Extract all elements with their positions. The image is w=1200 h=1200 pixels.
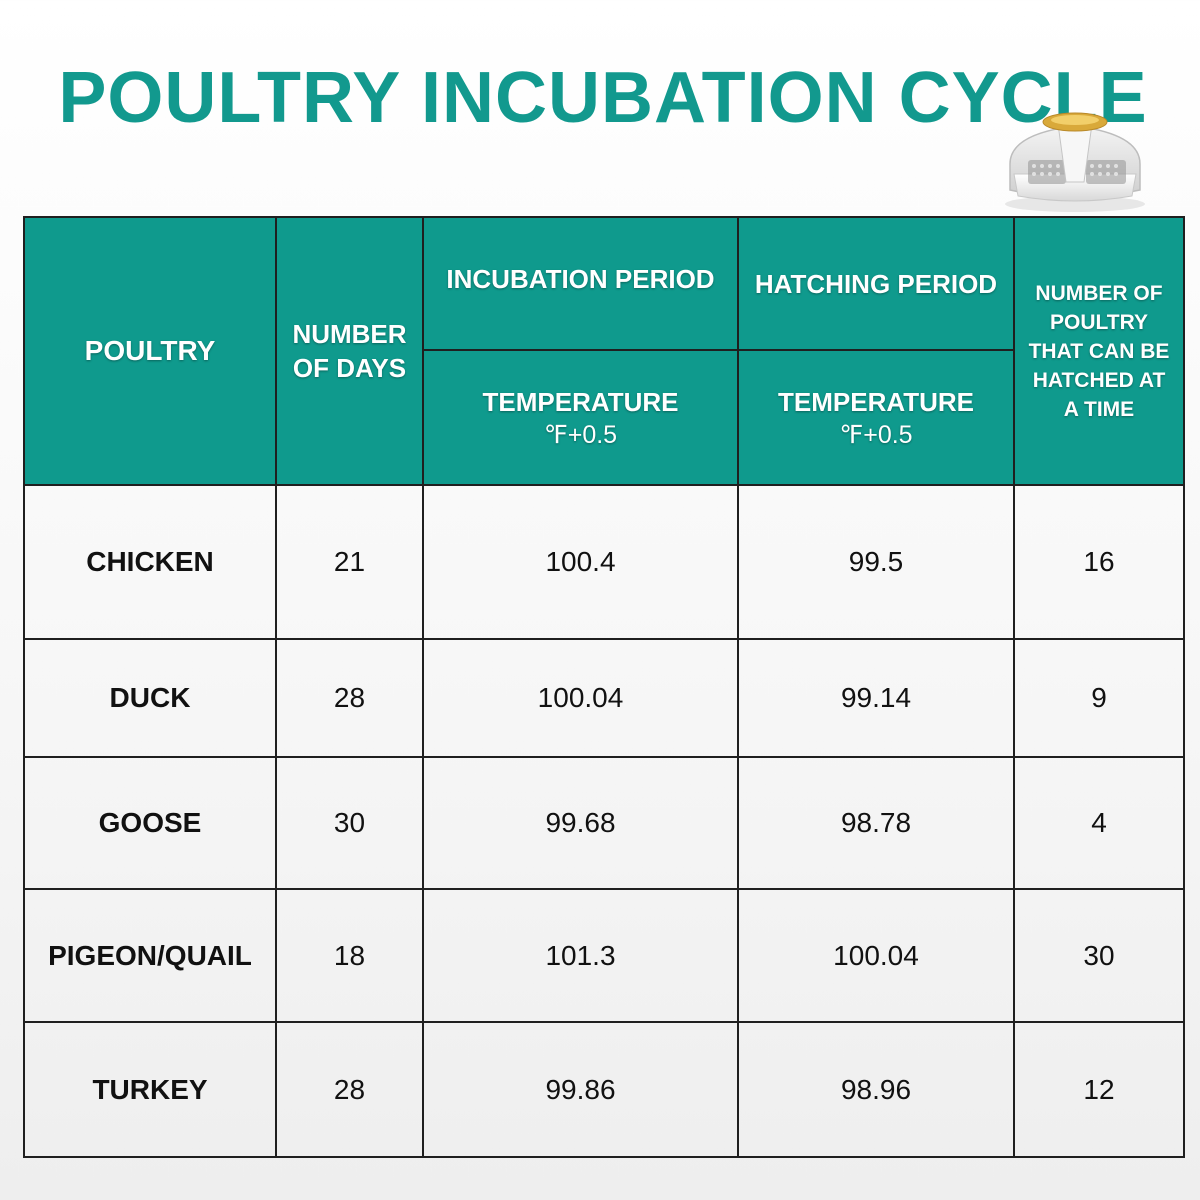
cell-hatching-temp: 98.96 bbox=[737, 1021, 1015, 1158]
cell-count: 4 bbox=[1013, 756, 1185, 890]
header-poultry: POULTRY bbox=[23, 216, 277, 486]
cell-days: 28 bbox=[275, 638, 424, 758]
cell-poultry: CHICKEN bbox=[23, 484, 277, 640]
cell-incubation-temp: 99.86 bbox=[422, 1021, 739, 1158]
header-incubation-temperature: TEMPERATURE ℉+0.5 bbox=[422, 349, 739, 486]
cell-poultry: TURKEY bbox=[23, 1021, 277, 1158]
cell-days: 21 bbox=[275, 484, 424, 640]
cell-hatching-temp: 99.5 bbox=[737, 484, 1015, 640]
incubation-temperature-label: TEMPERATURE bbox=[482, 386, 679, 417]
header-incubation-period: INCUBATION PERIOD bbox=[422, 216, 739, 351]
cell-days: 28 bbox=[275, 1021, 424, 1158]
cell-poultry: DUCK bbox=[23, 638, 277, 758]
cell-poultry: PIGEON/QUAIL bbox=[23, 888, 277, 1023]
hatching-temperature-label: TEMPERATURE bbox=[778, 386, 974, 417]
cell-count: 16 bbox=[1013, 484, 1185, 640]
cell-hatching-temp: 99.14 bbox=[737, 638, 1015, 758]
cell-hatching-temp: 98.78 bbox=[737, 756, 1015, 890]
cell-incubation-temp: 101.3 bbox=[422, 888, 739, 1023]
table-row: PIGEON/QUAIL 18 101.3 100.04 30 bbox=[23, 888, 1185, 1023]
header-hatching-temperature: TEMPERATURE ℉+0.5 bbox=[737, 349, 1015, 486]
cell-count: 9 bbox=[1013, 638, 1185, 758]
header-number-of-days: NUMBER OF DAYS bbox=[275, 216, 424, 486]
cell-count: 30 bbox=[1013, 888, 1185, 1023]
table-row: DUCK 28 100.04 99.14 9 bbox=[23, 638, 1185, 758]
cell-poultry: GOOSE bbox=[23, 756, 277, 890]
hatching-temperature-unit: ℉+0.5 bbox=[839, 420, 913, 449]
cell-days: 18 bbox=[275, 888, 424, 1023]
egg-incubator-icon bbox=[1005, 112, 1145, 212]
cell-incubation-temp: 100.04 bbox=[422, 638, 739, 758]
cell-incubation-temp: 99.68 bbox=[422, 756, 739, 890]
cell-hatching-temp: 100.04 bbox=[737, 888, 1015, 1023]
cell-count: 12 bbox=[1013, 1021, 1185, 1158]
header-number-of-days-label: NUMBER OF DAYS bbox=[292, 319, 407, 383]
incubation-table: POULTRY NUMBER OF DAYS INCUBATION PERIOD… bbox=[23, 216, 1185, 1158]
header-hatching-period: HATCHING PERIOD bbox=[737, 216, 1015, 351]
header-number-hatched-label: NUMBER OF POULTRY THAT CAN BE HATCHED AT… bbox=[1028, 281, 1170, 421]
cell-incubation-temp: 100.4 bbox=[422, 484, 739, 640]
page-title: POULTRY INCUBATION CYCLE bbox=[58, 58, 1148, 138]
header-number-hatched: NUMBER OF POULTRY THAT CAN BE HATCHED AT… bbox=[1013, 216, 1185, 486]
table-row: GOOSE 30 99.68 98.78 4 bbox=[23, 756, 1185, 890]
table-row: CHICKEN 21 100.4 99.5 16 bbox=[23, 484, 1185, 640]
cell-days: 30 bbox=[275, 756, 424, 890]
table-row: TURKEY 28 99.86 98.96 12 bbox=[23, 1021, 1185, 1158]
incubation-temperature-unit: ℉+0.5 bbox=[543, 420, 618, 449]
